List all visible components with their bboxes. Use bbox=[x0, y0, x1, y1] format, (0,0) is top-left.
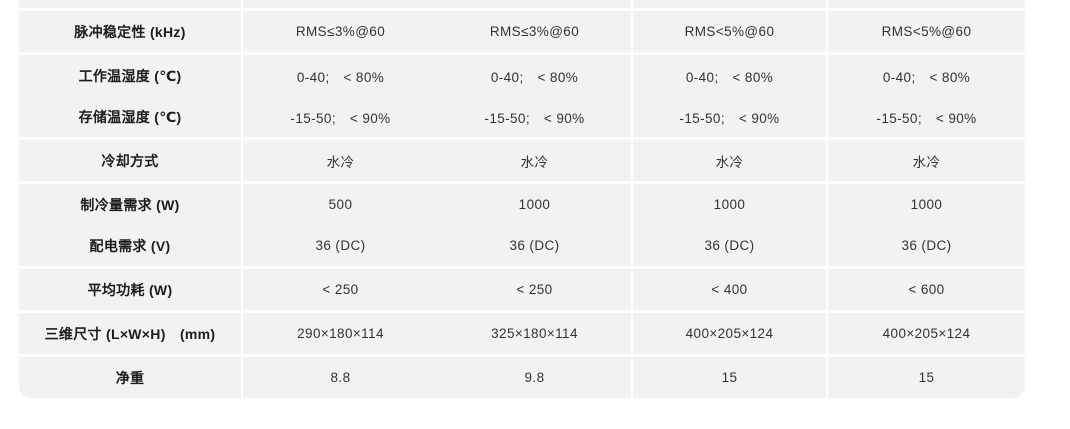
row-label: 净重 bbox=[19, 357, 243, 398]
row-value-col1: 36 (DC) bbox=[315, 238, 366, 253]
partial-value-cell bbox=[243, 0, 438, 8]
partial-value-cell bbox=[633, 0, 828, 8]
table-row: 配电需求 (V) 36 (DC) 36 (DC) 36 (DC) 36 (DC) bbox=[19, 225, 1025, 269]
row-value-col4: RMS<5%@60 bbox=[881, 24, 972, 39]
row-label: 制冷量需求 (W) bbox=[19, 184, 243, 225]
row-label: 配电需求 (V) bbox=[19, 225, 243, 266]
row-value-col4: 400×205×124 bbox=[882, 326, 971, 341]
row-value-col3: 400×205×124 bbox=[633, 313, 828, 354]
row-value-col1: 0-40; < 80% bbox=[296, 69, 385, 85]
row-label: 存储温湿度 (℃) bbox=[19, 96, 243, 137]
table-row: 净重 8.8 9.8 15 15 bbox=[19, 357, 1025, 398]
row-label: 三维尺寸 (L×W×H) (mm) bbox=[19, 313, 243, 354]
row-value-col1: 500 bbox=[328, 197, 353, 212]
row-value-col4: < 600 bbox=[908, 282, 945, 297]
row-value-col3: 15 bbox=[633, 357, 828, 398]
table-row: 脉冲稳定性 (kHz) RMS≤3%@60 RMS≤3%@60 RMS<5%@6… bbox=[19, 11, 1025, 55]
row-value-col3: 水冷 bbox=[633, 140, 828, 181]
table-row: 存储温湿度 (℃) -15-50; < 90% -15-50; < 90% -1… bbox=[19, 96, 1025, 140]
partial-value-cell bbox=[438, 0, 633, 8]
row-value-col4: 水冷 bbox=[912, 154, 941, 170]
row-value-col2: RMS≤3%@60 bbox=[438, 11, 633, 52]
table-rows: 脉冲稳定性 (kHz) RMS≤3%@60 RMS≤3%@60 RMS<5%@6… bbox=[19, 11, 1025, 398]
row-value-col3: RMS<5%@60 bbox=[633, 11, 828, 52]
row-value-col4: 15 bbox=[918, 370, 935, 385]
table-row: 制冷量需求 (W) 500 1000 1000 1000 bbox=[19, 184, 1025, 225]
row-value-col1: RMS≤3%@60 bbox=[295, 24, 386, 39]
partial-label-cell bbox=[19, 0, 243, 8]
row-value-col2: < 250 bbox=[438, 269, 633, 310]
row-value-col4: 1000 bbox=[910, 197, 943, 212]
row-value-col3: 0-40; < 80% bbox=[633, 55, 828, 96]
row-value-col4: -15-50; < 90% bbox=[876, 110, 977, 126]
row-value-col2: 水冷 bbox=[438, 140, 633, 181]
row-value-col3: 36 (DC) bbox=[633, 225, 828, 266]
table-row-partial bbox=[19, 0, 1025, 11]
table-row: 工作温湿度 (℃) 0-40; < 80% 0-40; < 80% 0-40; … bbox=[19, 55, 1025, 96]
row-value-col1: 8.8 bbox=[330, 370, 351, 385]
row-value-col2: 36 (DC) bbox=[438, 225, 633, 266]
spec-table: 脉冲稳定性 (kHz) RMS≤3%@60 RMS≤3%@60 RMS<5%@6… bbox=[19, 0, 1025, 398]
row-value-col1: -15-50; < 90% bbox=[290, 110, 391, 126]
row-value-col4: 36 (DC) bbox=[901, 238, 952, 253]
row-value-col1: 290×180×114 bbox=[297, 326, 384, 341]
row-value-col3: -15-50; < 90% bbox=[633, 96, 828, 137]
row-value-col3: 1000 bbox=[633, 184, 828, 225]
row-label: 平均功耗 (W) bbox=[19, 269, 243, 310]
row-value-col1: < 250 bbox=[322, 282, 359, 297]
row-value-col3: < 400 bbox=[633, 269, 828, 310]
row-label: 冷却方式 bbox=[19, 140, 243, 181]
row-label: 脉冲稳定性 (kHz) bbox=[19, 11, 243, 52]
row-value-col2: 1000 bbox=[438, 184, 633, 225]
partial-value-cell bbox=[828, 0, 1025, 8]
table-row: 平均功耗 (W) < 250 < 250 < 400 < 600 bbox=[19, 269, 1025, 313]
row-label: 工作温湿度 (℃) bbox=[19, 55, 243, 96]
row-value-col2: 325×180×114 bbox=[438, 313, 633, 354]
table-row: 三维尺寸 (L×W×H) (mm) 290×180×114 325×180×11… bbox=[19, 313, 1025, 357]
table-row: 冷却方式 水冷 水冷 水冷 水冷 bbox=[19, 140, 1025, 184]
row-value-col1: 水冷 bbox=[326, 154, 355, 170]
row-value-col2: 0-40; < 80% bbox=[438, 55, 633, 96]
row-value-col2: -15-50; < 90% bbox=[438, 96, 633, 137]
row-value-col2: 9.8 bbox=[438, 357, 633, 398]
row-value-col4: 0-40; < 80% bbox=[882, 69, 971, 85]
